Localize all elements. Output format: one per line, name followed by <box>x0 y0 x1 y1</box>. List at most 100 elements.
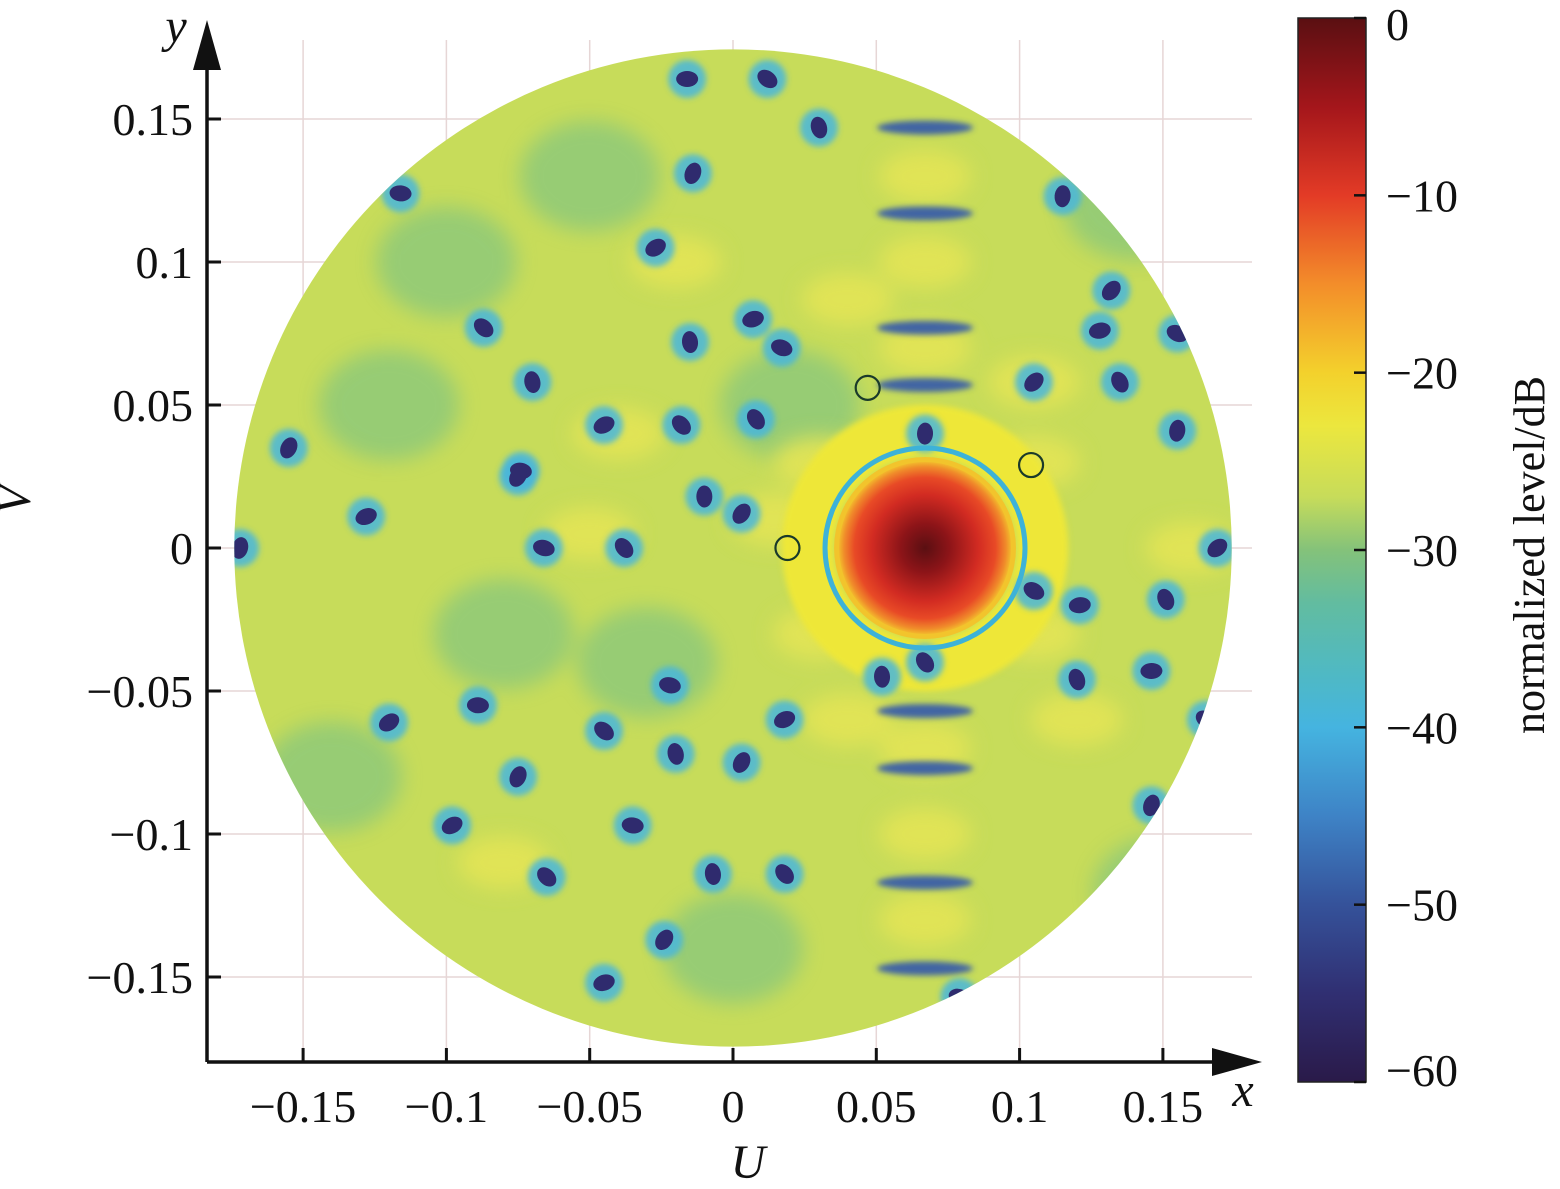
null-spot <box>696 485 713 508</box>
null-spot <box>509 766 527 788</box>
y-axis-label: V <box>0 481 41 515</box>
null-spot <box>810 116 828 139</box>
null-arc <box>877 120 974 135</box>
main-lobe-halo <box>822 445 1028 651</box>
colorbar-tick-label: −30 <box>1386 525 1458 576</box>
null-spot <box>746 409 765 430</box>
null-arc <box>877 875 974 890</box>
null-spot <box>537 867 557 887</box>
null-spot <box>655 929 674 950</box>
sidelobe-blob <box>879 236 972 288</box>
null-spot <box>466 697 489 714</box>
sidelobe-blob <box>801 693 894 746</box>
null-spot <box>473 318 494 338</box>
null-spot <box>1068 597 1091 614</box>
y-axis-arrow-label: y <box>160 0 187 53</box>
x-tick-label: 0 <box>722 1081 745 1132</box>
colorbar-tick-label: −40 <box>1386 702 1458 753</box>
null-spots <box>234 69 1228 1006</box>
null-spot <box>1023 582 1045 600</box>
null-spot <box>732 503 751 524</box>
y-tick-label: −0.1 <box>110 809 193 860</box>
null-spot <box>234 537 249 559</box>
texture-patch <box>319 350 460 460</box>
null-spot <box>1169 419 1186 442</box>
axes: −0.15 −0.1 −0.05 0 0.05 0.1 0.15 −0.15 −0.1 −0.05… <box>87 20 1262 1132</box>
null-spot <box>676 70 699 87</box>
null-spot <box>667 743 684 765</box>
x-tick-label: 0.05 <box>836 1081 917 1132</box>
x-tick-label: −0.05 <box>536 1081 642 1132</box>
null-arc <box>877 961 974 976</box>
source-marker <box>1017 451 1045 479</box>
null-spot <box>1157 588 1175 611</box>
sidelobe-blob <box>1030 693 1123 746</box>
y-tick-label: 0.05 <box>113 380 194 431</box>
colorbar: 0 −10 −20 −30 −40 −50 −60 <box>1297 0 1458 1096</box>
null-spot <box>742 310 764 328</box>
sidelobe-blob <box>879 150 972 203</box>
null-spot <box>1207 538 1228 558</box>
x-tick-label: 0.1 <box>991 1081 1049 1132</box>
y-tick-label: 0 <box>170 523 193 574</box>
null-spot <box>1111 371 1129 393</box>
colorbar-tick-label: −50 <box>1386 880 1458 931</box>
null-spot <box>774 711 796 729</box>
null-spot <box>509 466 527 487</box>
x-tick-label: −0.15 <box>250 1081 356 1132</box>
null-spot <box>1143 794 1160 817</box>
colorbar-tick-label: 0 <box>1386 0 1409 50</box>
colorbar-label: normalized level/dB <box>1505 376 1554 734</box>
null-spot <box>1068 668 1086 691</box>
null-spot <box>1088 322 1111 339</box>
null-spot <box>524 371 541 394</box>
null-spot <box>378 713 400 732</box>
null-spot <box>915 652 935 673</box>
null-spot <box>280 437 298 459</box>
null-halo <box>940 978 979 1017</box>
texture-patch <box>519 121 660 232</box>
null-halos <box>234 59 1232 1017</box>
x-axis-label: U <box>731 1136 769 1184</box>
texture-patch <box>577 607 718 718</box>
colorbar-tick-label: −60 <box>1386 1045 1458 1096</box>
null-arc <box>877 320 974 335</box>
null-spot <box>621 817 644 834</box>
null-spot <box>614 538 634 558</box>
y-tick-label: 0.15 <box>113 94 194 145</box>
null-spot <box>775 864 794 884</box>
sidelobe-blob <box>879 893 972 946</box>
colorbar-tick-label: −10 <box>1386 170 1458 221</box>
source-marker <box>774 534 801 562</box>
null-spot <box>441 816 463 835</box>
heatmap-disk <box>234 49 1232 1047</box>
x-axis-arrow <box>1212 1048 1262 1076</box>
sidelobe-blob <box>879 321 972 374</box>
null-spot <box>593 974 615 992</box>
y-axis-arrow <box>193 20 221 70</box>
y-tick-label: 0.1 <box>136 237 194 288</box>
null-spot <box>1054 185 1071 208</box>
texture-patch <box>1064 149 1205 260</box>
texture-patch <box>663 893 803 1004</box>
null-halo <box>1186 700 1225 739</box>
null-arc <box>877 761 974 776</box>
null-spot <box>594 721 614 741</box>
null-spot <box>355 508 377 526</box>
y-tick-label: −0.15 <box>87 952 193 1003</box>
x-tick-label: −0.1 <box>405 1081 488 1132</box>
null-spot <box>732 752 751 773</box>
null-spot <box>645 238 666 257</box>
null-arc <box>877 704 974 719</box>
null-spot <box>533 539 555 557</box>
null-spot <box>874 665 891 688</box>
null-spot <box>389 185 412 202</box>
null-spot <box>659 677 681 694</box>
null-spot <box>1024 372 1044 392</box>
x-tick-label: 0.15 <box>1123 1081 1204 1132</box>
sidelobe-blob <box>801 273 894 326</box>
x-axis-arrow-label: x <box>1231 1064 1253 1117</box>
null-arcs <box>877 120 974 976</box>
null-spot <box>1101 280 1121 301</box>
